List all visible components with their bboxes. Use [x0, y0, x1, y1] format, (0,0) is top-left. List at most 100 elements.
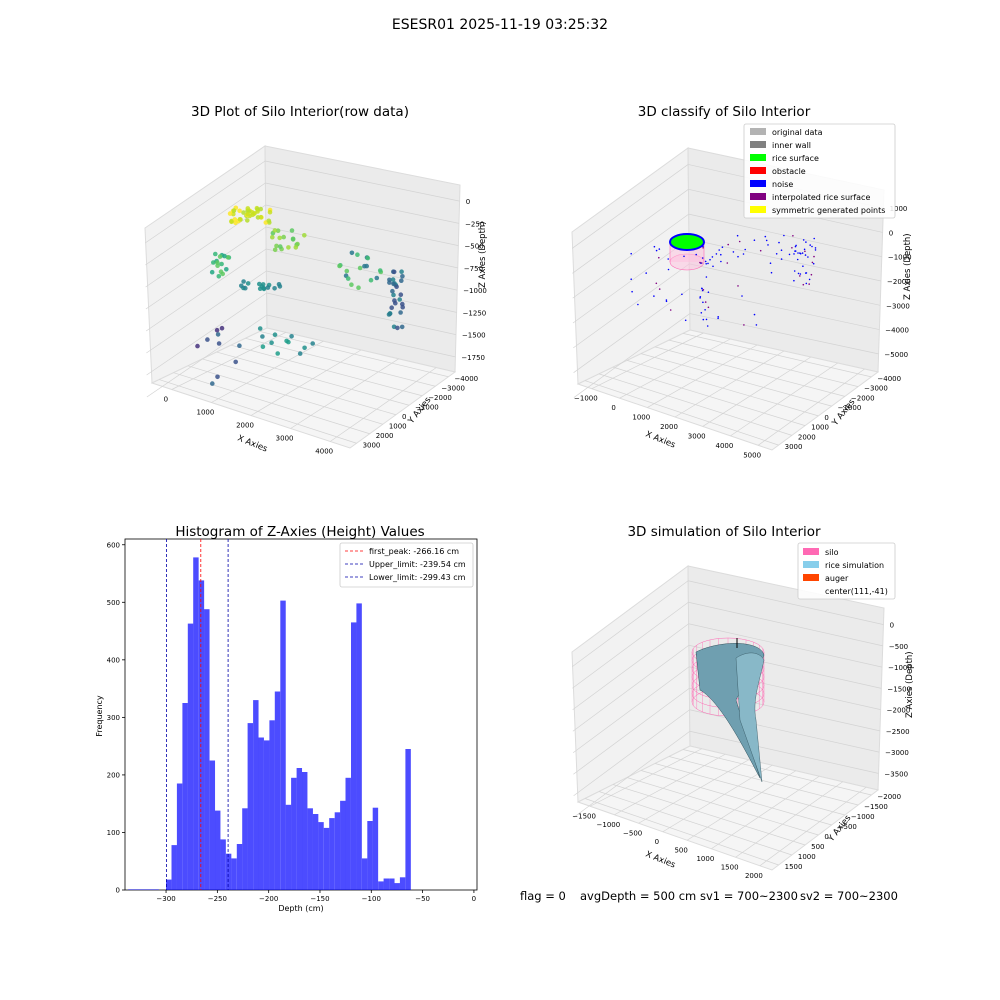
panel2-noise-point [667, 258, 669, 260]
panel3-x-label: Depth (cm) [278, 904, 323, 913]
p1-grid-x [211, 340, 324, 403]
p4-grid-x [759, 786, 867, 867]
panel3-x-tick: −100 [362, 895, 381, 903]
panel2-noise-point [803, 248, 806, 251]
panel2-noise-point [780, 249, 783, 251]
p4-grid-z2 [572, 644, 690, 732]
panel1-point [302, 345, 307, 351]
panel1-point [269, 340, 274, 346]
p4-x-tick: −1000 [597, 821, 621, 829]
panel3-reference-lines [166, 539, 229, 890]
p2-grid-y [654, 346, 845, 397]
panel2-noise-point [732, 251, 735, 253]
panel3-legend-label: Upper_limit: -239.54 cm [369, 560, 466, 569]
panel1-title: 3D Plot of Silo Interior(row data) [191, 104, 409, 120]
panel2-noise-point [705, 263, 707, 265]
panel2-noise-point [645, 272, 647, 274]
p4-grid-x [638, 759, 749, 824]
panel-raw-scatter: 3D Plot of Silo Interior(row data) 01000… [144, 104, 488, 456]
panel2-noise-point [770, 271, 773, 274]
p2-grid-y [682, 333, 872, 378]
panel4-legend-label: center(111,-41) [825, 587, 888, 596]
panel3-bar [280, 600, 286, 890]
panel1-point [286, 245, 291, 250]
panel1-point [241, 210, 246, 215]
p1-grid-z2 [145, 226, 267, 310]
panel2-noise-point [797, 272, 800, 275]
p1-z-tick: −1250 [463, 309, 487, 317]
panel2-noise-point [812, 262, 815, 265]
p4-grid-y [626, 777, 819, 836]
panel3-y-label: Frequency [95, 695, 104, 737]
p4-grid-y [584, 798, 779, 866]
p2-grid-z2 [571, 164, 689, 249]
panel4-legend-swatch [803, 574, 819, 581]
panel1-point [272, 228, 278, 233]
panel1-point [210, 381, 215, 386]
panel1-point [365, 255, 371, 261]
panel2-noise-point [791, 247, 793, 249]
panel1-point [277, 235, 283, 241]
panel3-bar [231, 858, 237, 890]
panel1-point [284, 338, 289, 344]
p1-z-tick: −750 [464, 265, 483, 273]
p4-grid-z2 [572, 601, 689, 689]
panel2-noise-point [631, 290, 633, 293]
panel2-noise-point [707, 291, 710, 294]
panel4-grid [571, 580, 884, 867]
panel1-point [355, 252, 360, 257]
panel3-bar [258, 737, 264, 890]
p2-grid-x [757, 368, 865, 446]
p2-z-tick: −1000 [888, 254, 912, 262]
p1-grid-z2 [145, 248, 267, 332]
p2-z-tick: 1000 [890, 205, 908, 213]
panel2-noise-point [701, 287, 703, 290]
panel2-noise-point [721, 246, 724, 248]
panel2-noise-point [810, 273, 813, 276]
panel1-point [272, 286, 277, 291]
p1-x-tick: 3000 [276, 435, 294, 443]
p1-grid-x [329, 367, 437, 442]
panel1-point [260, 344, 266, 350]
panel1-point [237, 217, 243, 222]
panel3-bar [356, 603, 362, 890]
panel2-x-ticks: −1000 0 1000 2000 3000 4000 5000 [574, 395, 761, 460]
p1-grid-y [202, 358, 397, 416]
p2-x-tick: 3000 [688, 432, 706, 440]
panel3-bar [236, 844, 243, 890]
panel3-bar [334, 812, 341, 890]
panel3-x-tick: −50 [415, 895, 430, 903]
panel2-noise-point [742, 253, 745, 255]
panel2-noise-point [727, 243, 729, 246]
p2-grid-z [688, 213, 882, 258]
panel4-z-ticks: 0 −500 −1000 −1500 −2000 −2500 −3000 −3500 [884, 622, 911, 779]
p4-x-tick: −500 [623, 829, 642, 837]
p1-grid-y [245, 337, 436, 387]
panel2-noise-point [808, 278, 811, 281]
p1-grid-z2 [146, 314, 268, 398]
p2-x-tick: 4000 [716, 442, 734, 450]
panel3-bar [264, 740, 270, 890]
panel1-point [216, 341, 222, 346]
panel2-noise-point [737, 255, 739, 258]
panel1-point [391, 292, 396, 298]
panel2-noise-point [704, 309, 706, 311]
panel2-noise-point [744, 248, 746, 251]
panel3-bar [171, 845, 177, 890]
panel1-point [239, 283, 244, 289]
panel3-bar [399, 877, 406, 890]
panel3-bar [394, 883, 400, 890]
p4-grid-z [688, 580, 884, 625]
panel2-noise-point [769, 262, 772, 265]
panel2-noise-point [805, 241, 807, 243]
p4-grid-x [686, 770, 796, 841]
panel3-x-tick: −250 [208, 895, 227, 903]
panel1-point [390, 288, 395, 294]
panel1-point [217, 254, 223, 259]
p1-x-tick: 2000 [236, 422, 254, 430]
p1-z-tick: −1000 [463, 287, 487, 295]
panel1-point [368, 277, 374, 283]
p4-x-tick: −1500 [572, 812, 596, 820]
panel2-noise-point [726, 262, 729, 264]
